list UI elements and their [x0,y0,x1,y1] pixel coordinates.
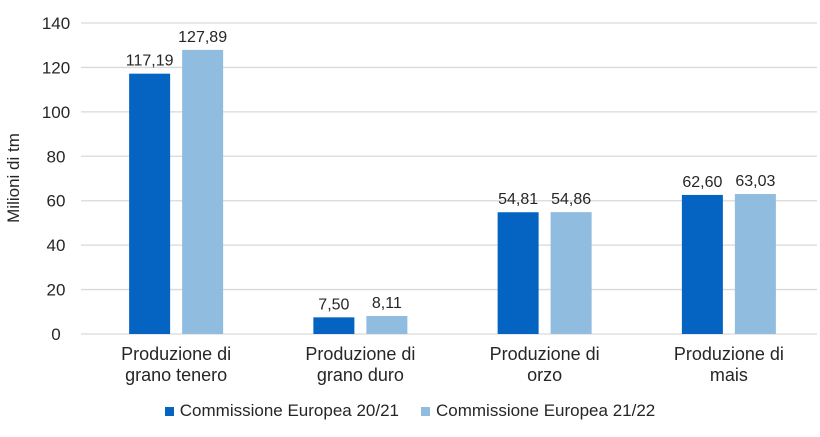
bar [129,73,171,335]
legend-item-2021-22: Commissione Europea 21/22 [421,401,655,421]
data-label: 8,11 [372,295,402,312]
bar [497,212,539,334]
bar [550,212,592,334]
y-tick-label: 120 [42,58,70,77]
legend-swatch-light-blue [421,406,430,416]
x-category-label: grano tenero [125,365,227,385]
data-label: 117,19 [126,53,174,70]
y-tick-label: 100 [42,103,70,122]
data-label: 127,89 [178,29,227,46]
y-tick-label: 60 [47,192,66,211]
y-tick-label: 0 [51,325,60,344]
bar [681,194,723,334]
x-category-label: Produzione di [674,344,784,364]
legend-swatch-dark-blue [164,406,174,416]
data-label: 54,86 [551,191,591,208]
legend-label: Commissione Europea 20/21 [179,401,399,420]
y-tick-label: 40 [47,236,66,255]
legend-item-2020-21: Commissione Europea 20/21 [164,401,399,421]
data-label: 62,60 [682,174,722,191]
legend-label: Commissione Europea 21/22 [436,401,656,420]
legend: Commissione Europea 20/21 Commissione Eu… [0,401,820,421]
bar [366,315,408,334]
bar [313,317,355,334]
y-tick-label: 20 [47,281,66,300]
y-axis-label: Milioni di tm [4,133,23,223]
x-category-label: Produzione di [305,344,415,364]
y-tick-label: 140 [42,14,70,33]
data-label: 54,81 [498,191,538,208]
bar [734,193,776,334]
x-category-label: orzo [527,365,562,385]
data-label: 63,03 [735,173,775,190]
data-label: 7,50 [318,296,349,313]
x-category-label: grano duro [317,365,404,385]
y-axis-ticks: 0 20 40 60 80 100 120 140 [42,14,70,344]
x-category-label: mais [710,365,748,385]
y-tick-label: 80 [47,147,66,166]
x-category-label: Produzione di [490,344,600,364]
x-category-label: Produzione di [121,344,231,364]
bar [182,49,224,335]
